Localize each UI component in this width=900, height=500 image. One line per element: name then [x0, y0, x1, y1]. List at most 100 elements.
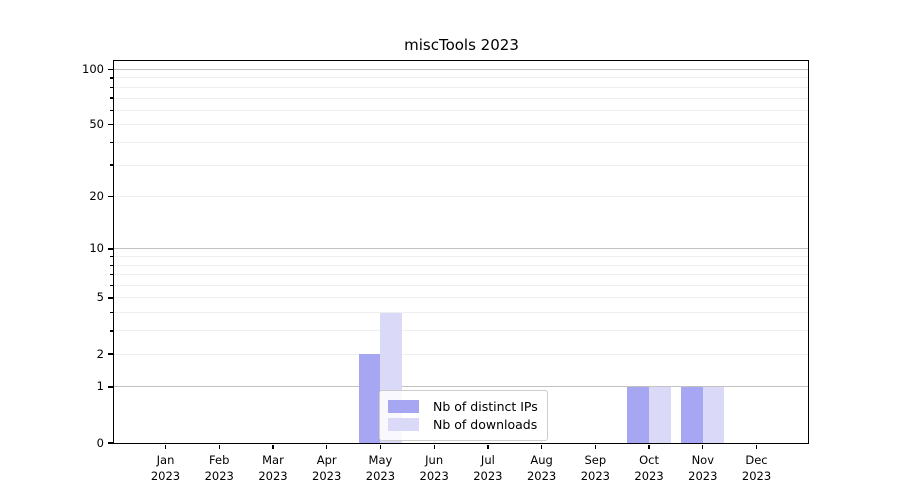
x-tick-label-line: Dec — [745, 453, 768, 467]
y-tick-label-20: 20 — [89, 189, 104, 204]
y-tick-label-2: 2 — [96, 346, 104, 361]
x-tick-jul-2023 — [487, 444, 489, 449]
x-tick-apr-2023 — [326, 444, 328, 449]
x-tick-label-oct-2023: Oct 2023 — [618, 453, 680, 484]
x-tick-label-line: 2023 — [312, 468, 342, 483]
legend-item-downloads: Nb of downloads — [388, 417, 538, 432]
x-tick-aug-2023 — [541, 444, 543, 449]
y-tick-50 — [108, 124, 113, 126]
gridline-minor-9 — [114, 256, 808, 258]
bar-nb-of-distinct-ips-may-2023 — [358, 354, 381, 443]
gridline-minor-7 — [114, 274, 808, 276]
x-tick-may-2023 — [379, 444, 382, 449]
y-tick-label-5: 5 — [96, 290, 104, 305]
y-minor-tick-3 — [110, 330, 113, 332]
y-tick-20 — [108, 196, 113, 198]
legend-swatch-distinct-ips — [388, 400, 419, 413]
gridline-minor-20 — [114, 196, 808, 198]
x-tick-label-line: 2023 — [150, 468, 181, 483]
legend-item-distinct-ips: Nb of distinct IPs — [388, 399, 538, 414]
y-tick-5 — [108, 297, 113, 299]
x-tick-label-nov-2023: Nov 2023 — [672, 453, 734, 484]
y-tick-label-50: 50 — [89, 117, 104, 132]
y-tick-label-100: 100 — [82, 62, 104, 76]
x-tick-label-line: Apr — [316, 453, 337, 467]
x-tick-label-line: Jan — [156, 453, 175, 467]
x-tick-label-feb-2023: Feb 2023 — [188, 453, 250, 484]
gridline-minor-90 — [114, 77, 808, 79]
y-minor-tick-6 — [110, 284, 113, 287]
x-tick-label-jun-2023: Jun 2023 — [403, 453, 465, 484]
y-minor-tick-9 — [110, 256, 113, 258]
x-tick-label-line: Mar — [262, 453, 284, 467]
x-tick-label-apr-2023: Apr 2023 — [296, 453, 358, 484]
bar-nb-of-downloads-oct-2023 — [649, 386, 671, 443]
legend-label-downloads: Nb of downloads — [433, 417, 538, 432]
x-tick-label-line: Feb — [209, 453, 230, 467]
x-tick-label-line: Oct — [639, 453, 659, 467]
x-tick-label-line: Sep — [584, 453, 607, 467]
gridline-minor-30 — [114, 164, 808, 166]
y-tick-1 — [108, 386, 113, 388]
gridline-major-10 — [114, 248, 808, 250]
bar-nb-of-downloads-nov-2023 — [702, 386, 725, 443]
x-tick-label-line: 2023 — [580, 468, 610, 483]
y-minor-tick-90 — [110, 77, 113, 79]
gridline-minor-2 — [114, 353, 808, 355]
y-minor-tick-4 — [110, 312, 113, 314]
y-tick-100 — [108, 68, 113, 71]
bar-nb-of-distinct-ips-oct-2023 — [627, 386, 650, 443]
y-minor-tick-60 — [110, 109, 113, 111]
gridline-minor-50 — [114, 124, 808, 126]
x-tick-label-mar-2023: Mar 2023 — [242, 453, 304, 484]
x-tick-nov-2023 — [702, 444, 704, 449]
x-tick-label-line: 2023 — [365, 468, 396, 483]
legend: Nb of distinct IPs Nb of downloads — [379, 390, 548, 441]
x-tick-label-line: 2023 — [473, 468, 503, 483]
gridline-major-1 — [114, 386, 808, 388]
x-tick-label-line: 2023 — [204, 468, 234, 483]
chart-title: miscTools 2023 — [404, 36, 519, 54]
y-minor-tick-80 — [110, 86, 113, 89]
y-tick-label-10: 10 — [89, 241, 104, 256]
y-minor-tick-70 — [110, 97, 113, 99]
gridline-minor-8 — [114, 264, 808, 266]
gridline-minor-5 — [114, 297, 808, 299]
gridline-minor-80 — [114, 86, 808, 88]
gridline-minor-6 — [114, 285, 808, 287]
x-tick-dec-2023 — [755, 444, 758, 449]
y-minor-tick-40 — [110, 141, 113, 144]
gridline-minor-70 — [114, 97, 808, 99]
x-tick-label-line: 2023 — [688, 468, 718, 483]
gridline-major-100 — [114, 69, 808, 70]
legend-swatch-downloads — [388, 418, 419, 431]
x-tick-label-line: 2023 — [526, 468, 557, 483]
bar-nb-of-distinct-ips-nov-2023 — [681, 386, 703, 443]
x-tick-label-line: 2023 — [741, 468, 772, 483]
y-minor-tick-7 — [110, 274, 113, 276]
x-tick-label-line: Aug — [530, 453, 553, 467]
x-tick-label-line: Nov — [691, 453, 715, 467]
plot-area: 0 1 2 5 10 20 50 100 Jan 2023 Feb 2023 Mar 2023 Apr 202… — [82, 60, 809, 483]
legend-label-distinct-ips: Nb of distinct IPs — [433, 399, 538, 414]
y-tick-label-0: 0 — [96, 435, 104, 450]
x-tick-jun-2023 — [433, 444, 435, 449]
x-tick-label-dec-2023: Dec 2023 — [726, 453, 788, 484]
gridline-minor-4 — [114, 312, 808, 314]
gridline-minor-3 — [114, 330, 808, 332]
y-tick-0 — [108, 442, 113, 444]
x-tick-label-jan-2023: Jan 2023 — [135, 453, 197, 484]
x-tick-label-may-2023: May 2023 — [349, 453, 411, 484]
x-tick-mar-2023 — [272, 444, 274, 449]
x-tick-label-line: 2023 — [634, 468, 664, 483]
x-tick-label-line: Jul — [480, 453, 495, 467]
x-tick-feb-2023 — [218, 444, 220, 449]
y-tick-10 — [108, 248, 113, 250]
y-minor-tick-8 — [110, 264, 113, 266]
x-tick-label-line: 2023 — [258, 468, 288, 483]
x-tick-label-sep-2023: Sep 2023 — [564, 453, 626, 484]
gridline-minor-60 — [114, 109, 808, 111]
gridline-minor-40 — [114, 141, 808, 143]
x-tick-label-line: May — [368, 453, 393, 467]
